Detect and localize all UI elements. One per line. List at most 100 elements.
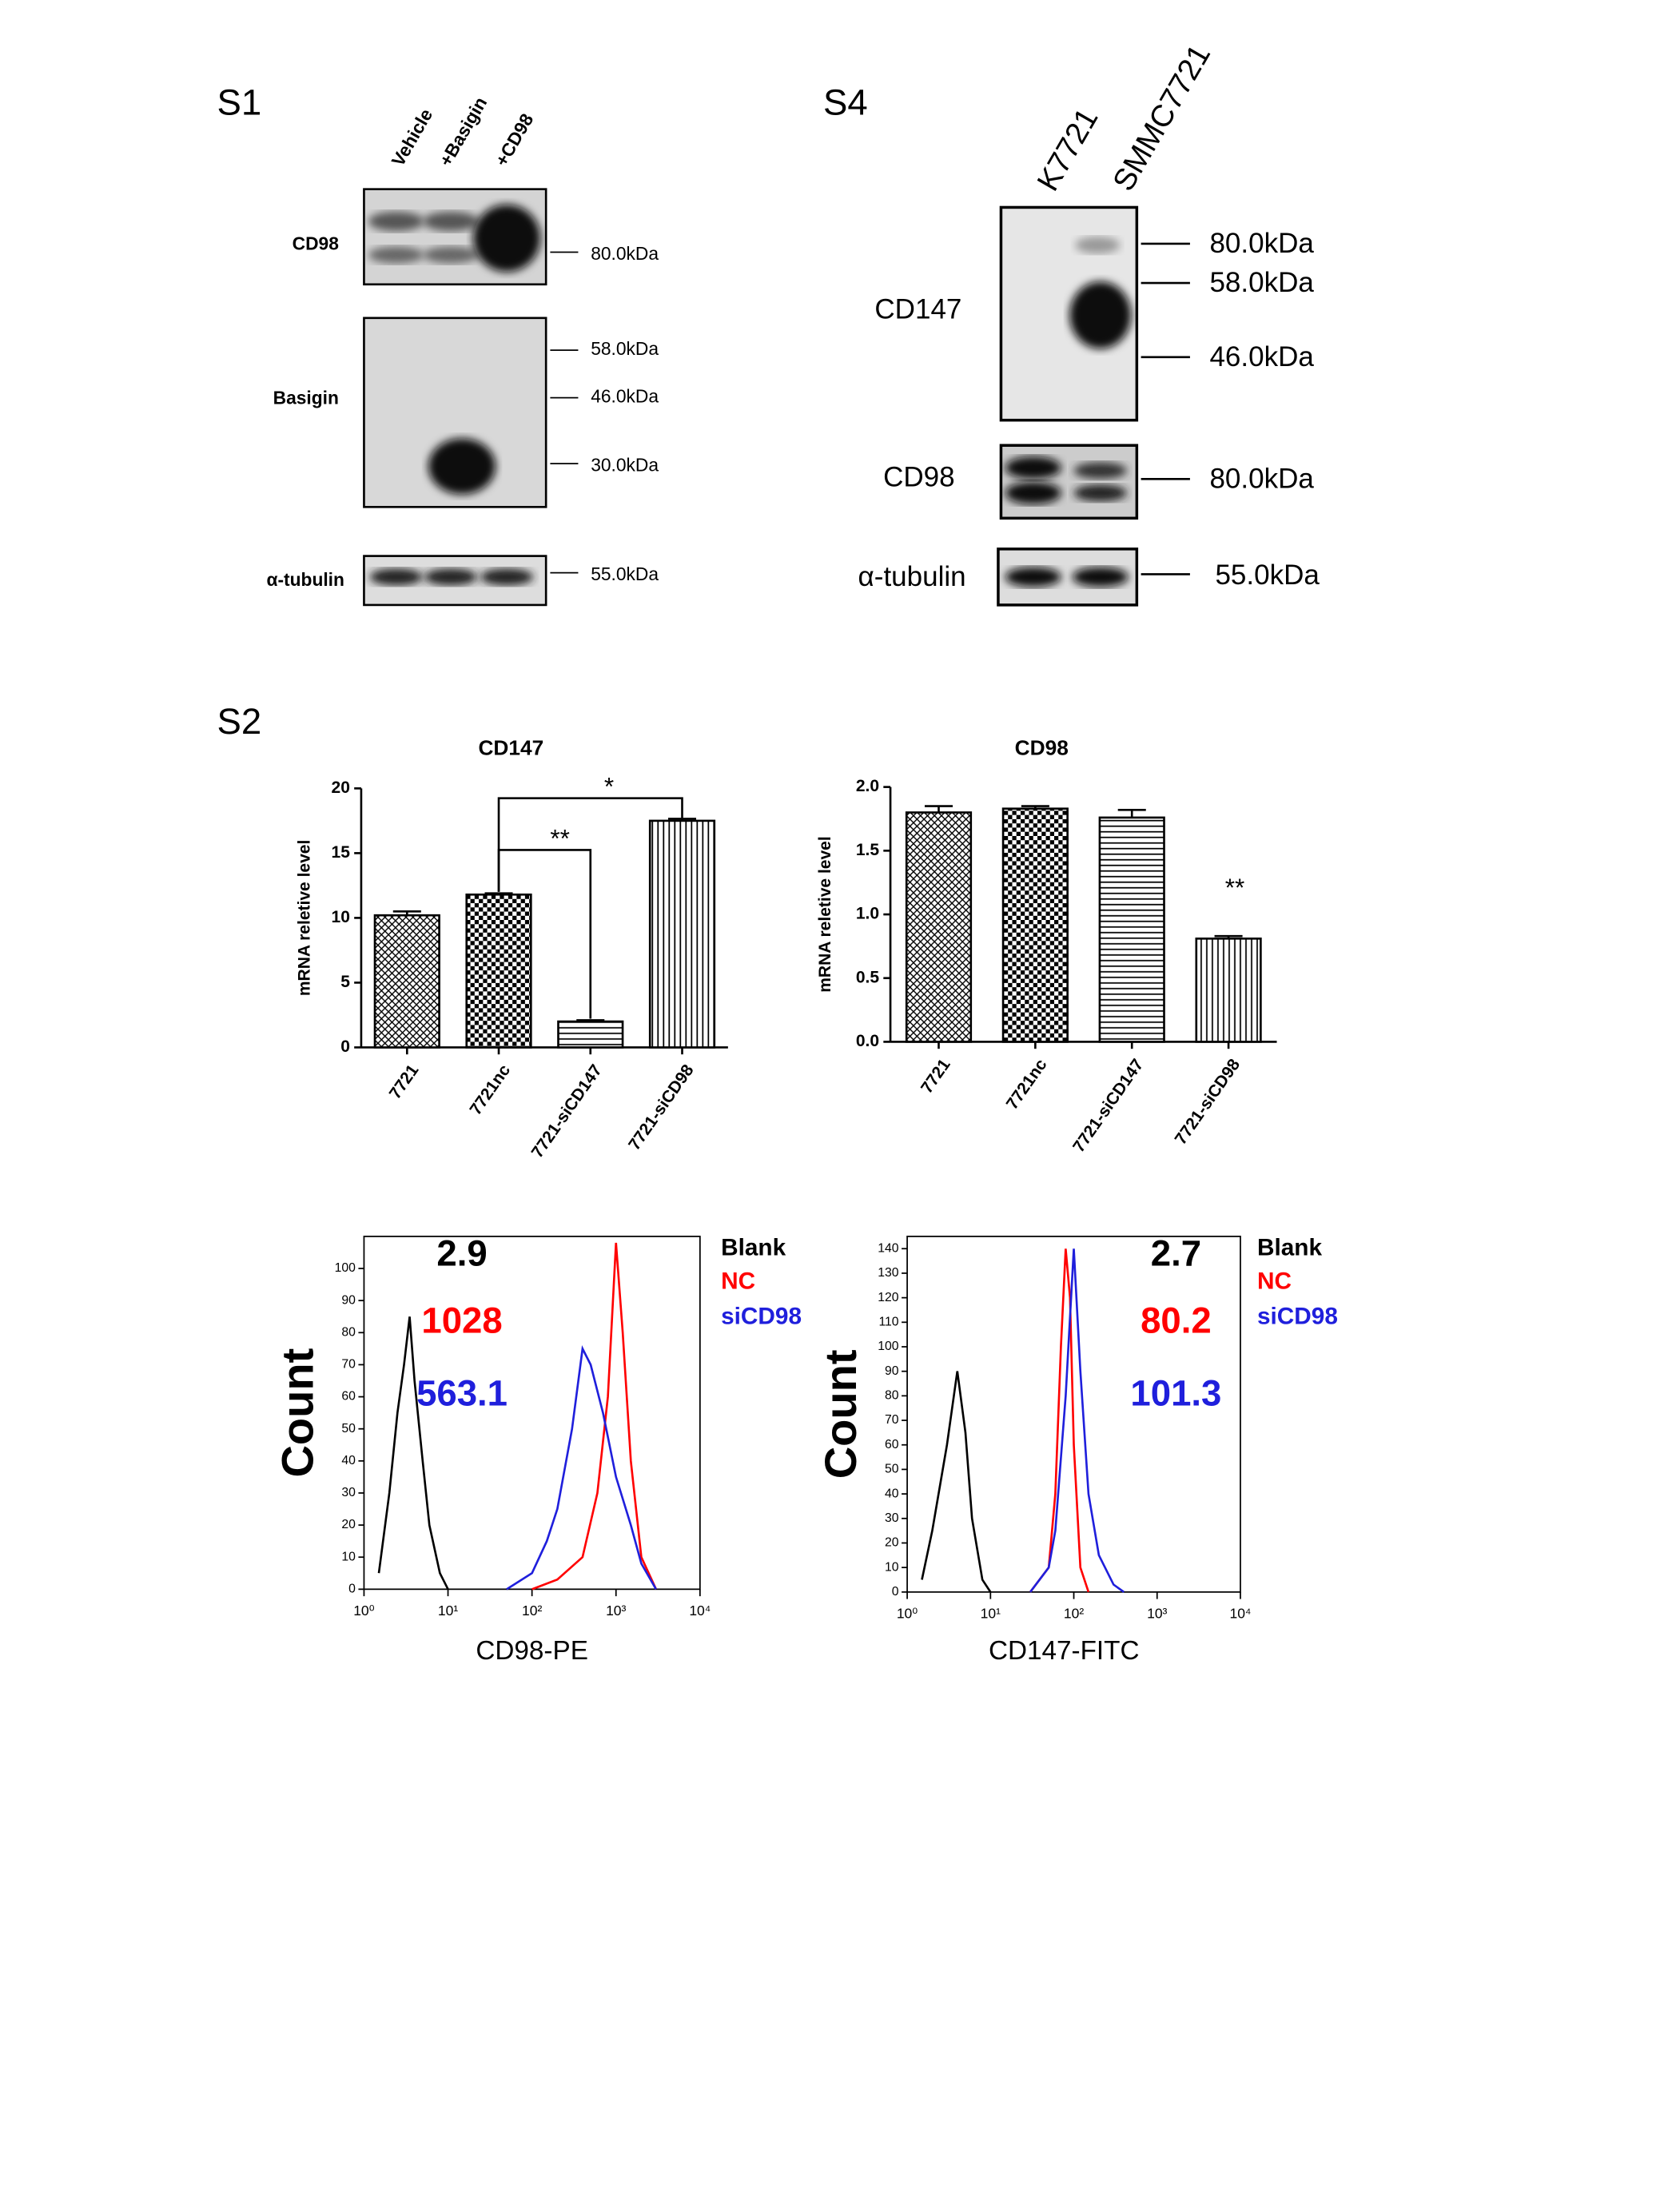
x-tick-label: 7721 [918, 1056, 954, 1097]
row-label: Basigin [273, 387, 339, 408]
stat-label: 2.7 [1151, 1232, 1201, 1273]
error-bar [484, 892, 513, 895]
x-tick-label: 7721-siCD98 [1172, 1056, 1244, 1149]
bar [557, 1020, 624, 1049]
row-label: CD98 [293, 233, 339, 254]
stat-label: 563.1 [416, 1373, 508, 1414]
x-tick-label: 7721-siCD147 [528, 1061, 606, 1161]
bar [1001, 807, 1069, 1043]
row-label: CD98 [883, 462, 955, 493]
histogram-line [1029, 1248, 1125, 1593]
y-tick-label: 70 [341, 1358, 356, 1372]
y-tick-label: 120 [878, 1291, 899, 1304]
stat-label: 80.2 [1141, 1300, 1212, 1341]
x-tick-label: 10⁴ [1229, 1605, 1251, 1621]
legend-label: siCD98 [721, 1303, 802, 1329]
error-bar [667, 818, 697, 821]
y-tick-label: 10 [341, 1550, 356, 1563]
y-tick-label: 60 [885, 1438, 899, 1451]
y-tick-label: 50 [885, 1463, 899, 1476]
y-axis-label: Count [815, 1349, 866, 1479]
lane-label: Vehicle [387, 105, 436, 169]
marker-label: 80.0kDa [1209, 463, 1314, 494]
stat-label: 2.9 [436, 1232, 487, 1273]
x-tick-label: 7721 [386, 1061, 423, 1103]
significance-bracket [497, 849, 592, 1019]
legend-label: Blank [1257, 1235, 1323, 1261]
error-bar [1021, 805, 1049, 809]
significance-bracket [497, 797, 683, 892]
y-axis-label: Count [272, 1348, 322, 1478]
bar [465, 893, 532, 1049]
marker-label: 46.0kDa [591, 386, 659, 407]
significance-label: ** [550, 824, 570, 853]
y-tick-label: 0 [892, 1585, 899, 1599]
error-bar [576, 1019, 605, 1022]
panel-label: S2 [217, 701, 262, 742]
y-tick-label: 0.0 [856, 1032, 879, 1050]
lane-label: +Basigin [435, 94, 491, 170]
marker-label: 58.0kDa [591, 338, 659, 359]
error-bar [924, 805, 953, 813]
lane-label: SMMC7721 [1106, 39, 1217, 197]
marker-label: 55.0kDa [591, 563, 659, 584]
histogram-line [1029, 1248, 1090, 1593]
x-tick-label: 10³ [1147, 1605, 1167, 1621]
bar [373, 914, 440, 1049]
stat-label: 101.3 [1130, 1373, 1221, 1414]
x-tick-label: 10² [1064, 1605, 1084, 1621]
y-tick-label: 100 [335, 1261, 356, 1275]
legend-label: NC [721, 1268, 755, 1295]
y-tick-label: 40 [341, 1454, 356, 1467]
bar [905, 811, 973, 1043]
significance-label: * [604, 772, 614, 801]
panel-label: S4 [823, 82, 868, 123]
x-tick-label: 10⁰ [353, 1603, 374, 1619]
y-tick-label: 20 [885, 1536, 899, 1550]
marker-label: 58.0kDa [1209, 267, 1314, 298]
error-bar [392, 910, 421, 916]
legend-label: NC [1257, 1268, 1292, 1295]
y-tick-label: 20 [332, 778, 350, 797]
histogram-line [377, 1316, 449, 1590]
lane-label: K7721 [1031, 102, 1105, 197]
bar [648, 819, 716, 1049]
x-tick-label: 10⁰ [897, 1605, 918, 1621]
x-tick-label: 7721-siCD147 [1069, 1056, 1147, 1156]
y-tick-label: 0 [348, 1582, 356, 1595]
blot [997, 205, 1190, 607]
histogram-line [531, 1242, 658, 1591]
panel-label: S1 [217, 82, 262, 123]
y-tick-label: 70 [885, 1413, 899, 1427]
stat-label: 1028 [421, 1300, 502, 1341]
lane-label: +CD98 [491, 110, 537, 169]
y-tick-label: 30 [341, 1486, 356, 1499]
x-tick-label: 7721nc [1003, 1056, 1051, 1113]
y-tick-label: 90 [885, 1364, 899, 1378]
histogram-line [921, 1371, 992, 1593]
x-tick-label: 10¹ [438, 1603, 458, 1619]
y-tick-label: 110 [878, 1315, 898, 1328]
y-tick-label: 90 [341, 1293, 356, 1307]
row-label: α-tubulin [266, 569, 344, 590]
y-tick-label: 1.5 [856, 841, 880, 859]
x-tick-label: 10³ [606, 1603, 626, 1619]
y-tick-label: 130 [878, 1266, 899, 1280]
y-tick-label: 2.0 [856, 777, 879, 795]
legend-label: siCD98 [1257, 1303, 1338, 1329]
y-axis-label: mRNA reletive level [816, 836, 834, 992]
error-bar [1214, 934, 1243, 939]
row-label: α-tubulin [858, 561, 966, 592]
x-tick-label: 7721-siCD98 [625, 1061, 698, 1154]
x-axis-label: CD147-FITC [989, 1636, 1140, 1666]
x-tick-label: 10¹ [981, 1605, 1001, 1621]
x-tick-label: 10² [522, 1603, 542, 1619]
y-tick-label: 0.5 [856, 968, 880, 986]
y-tick-label: 100 [878, 1340, 899, 1353]
y-tick-label: 5 [340, 973, 350, 991]
y-tick-label: 30 [885, 1511, 899, 1525]
marker-label: 30.0kDa [591, 455, 659, 476]
plot-frame [363, 1236, 701, 1591]
x-axis-label: CD98-PE [476, 1636, 588, 1666]
